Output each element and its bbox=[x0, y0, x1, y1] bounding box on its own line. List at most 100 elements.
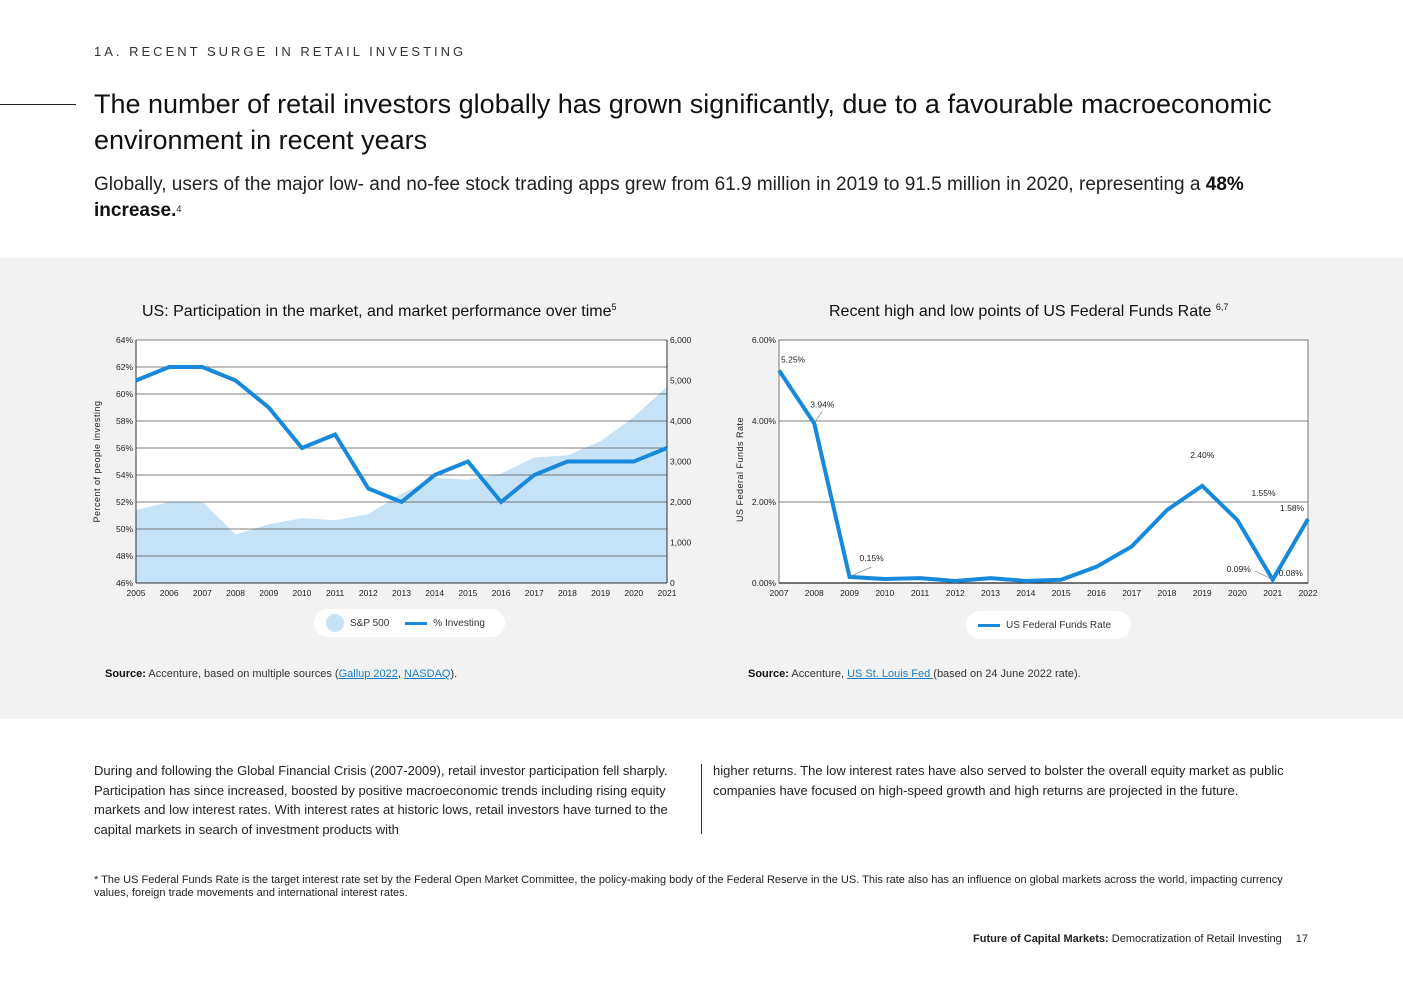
x-tick-label: 2017 bbox=[1122, 588, 1141, 598]
data-label: 2.40% bbox=[1190, 450, 1215, 460]
footnote: * The US Federal Funds Rate is the targe… bbox=[94, 874, 1283, 899]
y-tick-label: 54% bbox=[116, 470, 133, 480]
source-end: ). bbox=[450, 668, 458, 680]
fed-rate-line-icon bbox=[978, 623, 1000, 627]
x-tick-label: 2010 bbox=[292, 588, 311, 598]
chart1-title: US: Participation in the market, and mar… bbox=[142, 302, 617, 321]
x-tick-label: 2020 bbox=[624, 588, 643, 598]
x-tick-label: 2019 bbox=[1193, 588, 1212, 598]
x-tick-label: 2007 bbox=[193, 588, 212, 598]
x-tick-label: 2017 bbox=[525, 588, 544, 598]
x-tick-label: 2016 bbox=[492, 588, 511, 598]
x-tick-label: 2009 bbox=[259, 588, 278, 598]
data-label: 3.94% bbox=[810, 399, 835, 409]
y-tick-label: 64% bbox=[116, 335, 133, 345]
x-tick-label: 2011 bbox=[326, 588, 345, 598]
leader-line bbox=[1254, 570, 1271, 580]
x-tick-label: 2016 bbox=[1087, 588, 1106, 598]
y-tick-label: 50% bbox=[116, 524, 133, 534]
investing-line-icon bbox=[405, 621, 428, 625]
x-tick-label: 2022 bbox=[1299, 588, 1318, 598]
body-column-2: higher returns. The low interest rates h… bbox=[713, 763, 1284, 798]
footnote-ref: 4 bbox=[176, 204, 182, 214]
fed-rate-line bbox=[777, 369, 1310, 584]
data-label: 5.25% bbox=[781, 354, 806, 364]
data-label: 0.09% bbox=[1227, 564, 1252, 574]
y-tick-label: 56% bbox=[116, 443, 133, 453]
x-tick-label: 2007 bbox=[770, 588, 789, 598]
gallup-link[interactable]: Gallup 2022 bbox=[338, 668, 398, 680]
nasdaq-link[interactable]: NASDAQ bbox=[404, 668, 451, 680]
source-sep: , bbox=[397, 668, 405, 680]
chart1-title-sup: 5 bbox=[611, 302, 617, 312]
y-tick-label: 60% bbox=[116, 389, 133, 399]
x-tick-label: 2021 bbox=[1263, 588, 1282, 598]
x-tick-label: 2008 bbox=[226, 588, 245, 598]
x-tick-label: 2018 bbox=[1157, 588, 1176, 598]
y2-tick-label: 6,000 bbox=[670, 335, 692, 345]
x-tick-label: 2010 bbox=[875, 588, 894, 598]
y-tick-label: 48% bbox=[116, 551, 133, 561]
legend-label-sp500: S&P 500 bbox=[350, 617, 390, 629]
chart1-legend: S&P 500 % Investing bbox=[314, 609, 505, 637]
legend-item-sp500: S&P 500 bbox=[326, 614, 389, 632]
source-end: (based on 24 June 2022 rate). bbox=[933, 668, 1081, 680]
x-tick-label: 2006 bbox=[160, 588, 179, 598]
y2-tick-label: 1,000 bbox=[670, 538, 692, 548]
x-tick-label: 2020 bbox=[1228, 588, 1247, 598]
legend-item-investing: % Investing bbox=[405, 618, 485, 629]
header-rule bbox=[0, 104, 76, 105]
y-axis-title: Percent of people investing bbox=[92, 400, 102, 522]
y-tick-label: 0.00% bbox=[752, 578, 777, 588]
y-tick-label: 2.00% bbox=[752, 497, 777, 507]
data-label: 1.55% bbox=[1251, 488, 1276, 498]
section-label: 1A. RECENT SURGE IN RETAIL INVESTING bbox=[94, 44, 467, 59]
chart1-source: Source: Accenture, based on multiple sou… bbox=[105, 668, 457, 680]
x-tick-label: 2011 bbox=[911, 588, 930, 598]
leader-line bbox=[815, 411, 823, 422]
x-tick-label: 2013 bbox=[392, 588, 411, 598]
y2-tick-label: 0 bbox=[670, 578, 675, 588]
y-tick-label: 4.00% bbox=[752, 416, 777, 426]
legend-label-fed-rate: US Federal Funds Rate bbox=[1006, 619, 1112, 631]
chart2-title-sup: 6,7 bbox=[1215, 302, 1229, 312]
y2-tick-label: 5,000 bbox=[670, 376, 692, 386]
y-tick-label: 52% bbox=[116, 497, 133, 507]
page-headline: The number of retail investors globally … bbox=[94, 89, 1272, 155]
y-tick-label: 46% bbox=[116, 578, 133, 588]
chart2-legend: US Federal Funds Rate bbox=[966, 611, 1132, 639]
page-number: 17 bbox=[1295, 933, 1308, 945]
x-tick-label: 2015 bbox=[458, 588, 477, 598]
chart2-title: Recent high and low points of US Federal… bbox=[829, 302, 1229, 321]
x-tick-label: 2012 bbox=[946, 588, 965, 598]
legend-item-fed-rate: US Federal Funds Rate bbox=[978, 620, 1111, 631]
footer-title: Democratization of Retail Investing bbox=[1108, 933, 1282, 945]
leader-line bbox=[851, 566, 872, 577]
subhead: Globally, users of the major low- and no… bbox=[94, 172, 1324, 224]
source-text: Accenture, bbox=[788, 668, 848, 680]
chart2-title-text: Recent high and low points of US Federal… bbox=[829, 303, 1216, 320]
footer-title-bold: Future of Capital Markets: bbox=[973, 933, 1109, 945]
source-label: Source: bbox=[748, 668, 789, 680]
page-footer: Future of Capital Markets: Democratizati… bbox=[973, 933, 1308, 945]
data-label: 1.58% bbox=[1280, 503, 1305, 513]
x-tick-label: 2019 bbox=[591, 588, 610, 598]
x-tick-label: 2009 bbox=[840, 588, 859, 598]
data-label: 0.15% bbox=[860, 553, 885, 563]
source-label: Source: bbox=[105, 668, 146, 680]
legend-label-investing: % Investing bbox=[433, 617, 485, 629]
subhead-highlight: 48% increase. bbox=[94, 174, 1244, 221]
x-tick-label: 2015 bbox=[1052, 588, 1071, 598]
y-tick-label: 6.00% bbox=[752, 335, 777, 345]
y-axis-title: US Federal Funds Rate bbox=[735, 417, 745, 522]
y2-tick-label: 4,000 bbox=[670, 416, 692, 426]
st-louis-fed-link[interactable]: US St. Louis Fed bbox=[847, 668, 934, 680]
column-divider bbox=[701, 764, 702, 834]
source-text: Accenture, based on multiple sources ( bbox=[145, 668, 339, 680]
chart1-title-text: US: Participation in the market, and mar… bbox=[142, 303, 612, 320]
chart2-source: Source: Accenture, US St. Louis Fed (bas… bbox=[748, 668, 1081, 680]
x-tick-label: 2018 bbox=[558, 588, 577, 598]
sp500-swatch-icon bbox=[326, 614, 344, 632]
x-tick-label: 2014 bbox=[425, 588, 444, 598]
